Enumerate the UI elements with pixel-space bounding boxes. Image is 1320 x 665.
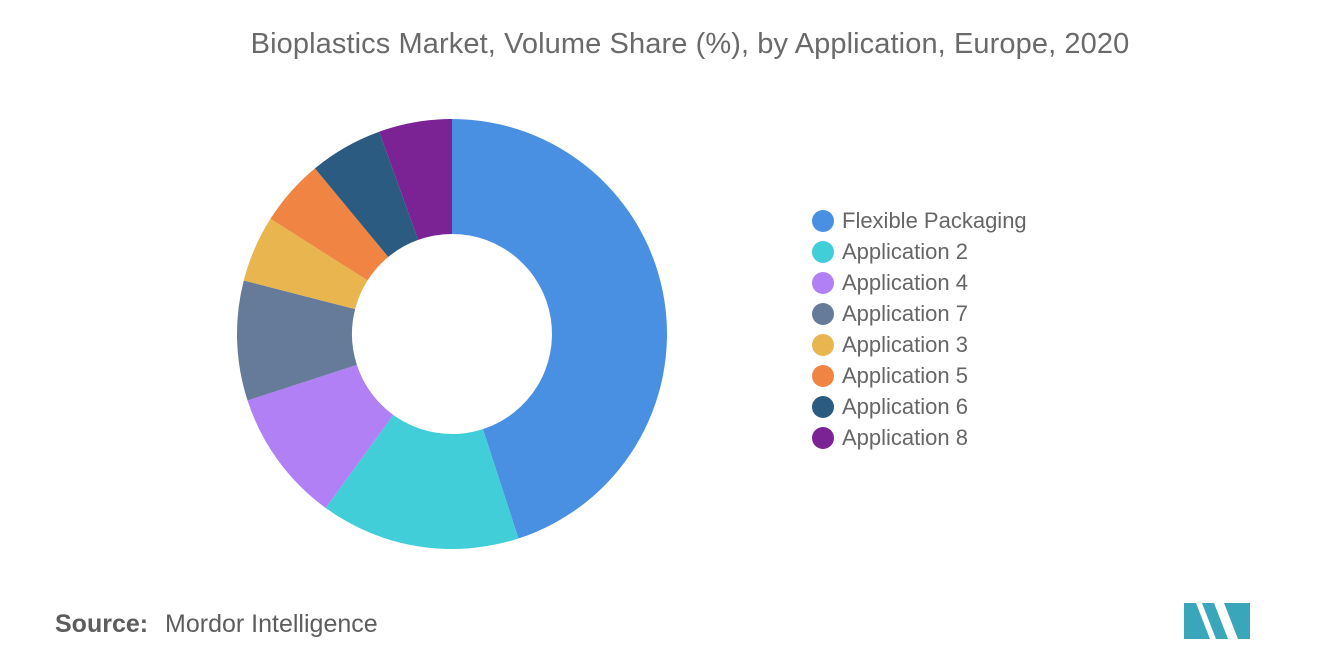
donut-slice-flexible-packaging xyxy=(452,119,668,539)
legend-label: Application 8 xyxy=(842,424,968,450)
legend-item-flexible-packaging: Flexible Packaging xyxy=(812,205,1027,236)
legend-item-application-5: Application 5 xyxy=(812,360,1027,391)
donut-slice-application-6 xyxy=(314,131,419,257)
donut-slice-application-2 xyxy=(325,414,519,550)
legend-label: Application 5 xyxy=(842,362,968,388)
legend-swatch-icon xyxy=(812,426,834,449)
source-note: Source: Mordor Intelligence xyxy=(55,610,378,639)
legend-item-application-4: Application 4 xyxy=(812,267,1027,298)
logo-shape-left xyxy=(1184,603,1210,639)
legend-label: Application 3 xyxy=(842,331,968,357)
donut-slice-application-3 xyxy=(243,218,368,310)
legend-swatch-icon xyxy=(812,333,834,356)
legend-swatch-icon xyxy=(812,395,834,418)
chart-title: Bioplastics Market, Volume Share (%), by… xyxy=(250,28,1130,60)
legend-swatch-icon xyxy=(812,209,834,232)
mordor-intelligence-logo-icon xyxy=(1184,603,1250,639)
legend-label: Flexible Packaging xyxy=(842,207,1027,233)
logo-shape-right xyxy=(1224,603,1250,639)
legend-swatch-icon xyxy=(812,240,834,263)
legend-label: Application 6 xyxy=(842,393,968,419)
source-value: Mordor Intelligence xyxy=(165,610,378,638)
donut-slice-application-8 xyxy=(379,119,452,240)
legend-label: Application 2 xyxy=(842,238,968,264)
donut-slice-application-7 xyxy=(237,280,357,401)
legend: Flexible Packaging Application 2 Applica… xyxy=(812,205,1027,453)
donut-slice-application-4 xyxy=(247,364,394,508)
legend-swatch-icon xyxy=(812,302,834,325)
legend-item-application-3: Application 3 xyxy=(812,329,1027,360)
logo-shape-middle xyxy=(1202,603,1228,639)
donut-slice-application-5 xyxy=(270,168,389,281)
legend-swatch-icon xyxy=(812,364,834,387)
source-label: Source: xyxy=(55,610,149,638)
legend-label: Application 7 xyxy=(842,300,968,326)
legend-item-application-7: Application 7 xyxy=(812,298,1027,329)
legend-label: Application 4 xyxy=(842,269,968,295)
legend-item-application-8: Application 8 xyxy=(812,422,1027,453)
legend-item-application-2: Application 2 xyxy=(812,236,1027,267)
legend-item-application-6: Application 6 xyxy=(812,391,1027,422)
legend-swatch-icon xyxy=(812,271,834,294)
